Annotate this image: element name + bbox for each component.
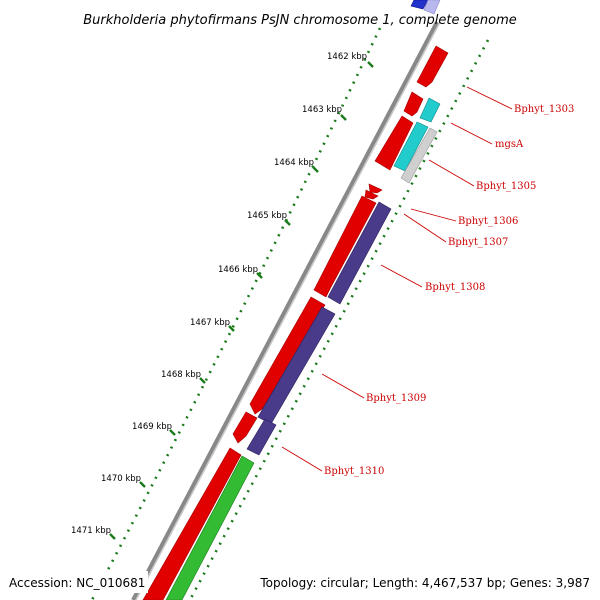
gene-label-bphyt-1303[interactable]: Bphyt_1303 — [514, 104, 574, 115]
ruler-label-1468: 1468 kbp — [161, 370, 201, 380]
gene-label-bphyt-1308[interactable]: Bphyt_1308 — [425, 282, 485, 293]
cds-top-blue-strip[interactable] — [410, 0, 429, 10]
gene-label-mgsA[interactable]: mgsA — [495, 139, 524, 150]
forward-strand-features — [142, 45, 449, 600]
ruler-label-1467: 1467 kbp — [190, 318, 230, 328]
ruler-label-1462: 1462 kbp — [327, 52, 367, 62]
ruler-label-1470: 1470 kbp — [101, 474, 141, 484]
cds-green-lower[interactable] — [165, 455, 255, 600]
reverse-strand-features — [165, 0, 441, 600]
cds-arrow-bphyt-1307[interactable] — [364, 189, 379, 200]
chromosome-backbone — [131, 21, 439, 600]
cds-bar-lower[interactable] — [142, 447, 242, 600]
cds-arrow-bphyt-1310[interactable] — [232, 411, 258, 444]
gene-label-bphyt-1309[interactable]: Bphyt_1309 — [366, 393, 426, 404]
cds-purple-bphyt-1310[interactable] — [246, 418, 277, 456]
inner-dotted-scale — [188, 39, 490, 600]
ruler-labels: 1462 kbp 1463 kbp 1464 kbp 1465 kbp 1466… — [71, 52, 367, 536]
gene-label-bphyt-1306[interactable]: Bphyt_1306 — [458, 216, 518, 227]
cds-arrow-mgsA[interactable] — [403, 91, 424, 117]
footer-topology-background — [256, 571, 596, 593]
cds-arrow-bphyt-1306[interactable] — [368, 183, 383, 194]
cds-arrow-bphyt-1309[interactable] — [249, 296, 326, 415]
gene-callout-lines — [281, 86, 513, 472]
gene-label-bphyt-1310[interactable]: Bphyt_1310 — [324, 466, 384, 477]
footer-topology: Topology: circular; Length: 4,467,537 bp… — [259, 576, 590, 590]
ruler-label-1466: 1466 kbp — [218, 265, 258, 275]
ruler-label-1471: 1471 kbp — [71, 526, 111, 536]
chromosome-backbone-highlight — [135, 21, 441, 600]
gene-labels: Bphyt_1303 mgsA Bphyt_1305 Bphyt_1306 Bp… — [324, 104, 574, 477]
cds-arrow-bphyt-1305[interactable] — [374, 115, 414, 171]
ruler-ticks — [109, 61, 374, 540]
gene-label-bphyt-1305[interactable]: Bphyt_1305 — [476, 181, 536, 192]
ruler-label-1464: 1464 kbp — [274, 158, 314, 168]
cds-top-lavender-strip[interactable] — [423, 0, 441, 15]
footer-accession-background — [4, 571, 148, 593]
cds-arrow-bphyt-1303[interactable] — [416, 45, 449, 88]
footer-accession: Accession: NC_010681 — [9, 576, 145, 590]
ruler-label-1465: 1465 kbp — [247, 211, 287, 221]
cds-arrow-bphyt-1308[interactable] — [313, 195, 377, 298]
cds-grey-bphyt-1305[interactable] — [400, 127, 438, 184]
ruler-label-1469: 1469 kbp — [132, 422, 172, 432]
cds-cyan-mgsA[interactable] — [419, 97, 441, 123]
ruler-label-1463: 1463 kbp — [302, 105, 342, 115]
map-title: Burkholderia phytofirmans PsJN chromosom… — [83, 13, 517, 28]
gene-label-bphyt-1307[interactable]: Bphyt_1307 — [448, 237, 508, 248]
cds-purple-bphyt-1308[interactable] — [327, 201, 392, 305]
